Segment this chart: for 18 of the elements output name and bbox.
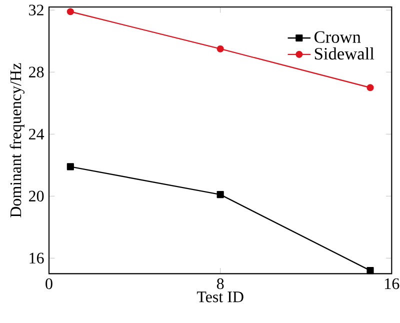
- point: [66, 8, 74, 16]
- x-tick-label: 16: [385, 278, 400, 290]
- point: [366, 267, 374, 274]
- y-tick-label: 24: [29, 128, 44, 140]
- legend-label: Sidewall: [314, 47, 374, 60]
- point: [216, 191, 224, 198]
- point: [366, 84, 374, 92]
- y-tick-label: 28: [29, 66, 44, 78]
- y-tick-label: 32: [29, 4, 44, 16]
- point: [216, 45, 224, 52]
- x-axis-title: Test ID: [196, 292, 244, 302]
- x-tick-label: 8: [216, 278, 224, 290]
- y-axis-title: Dominant frequency/Hz: [10, 63, 24, 218]
- x-tick-label: 0: [46, 278, 52, 290]
- point: [66, 163, 74, 170]
- y-tick-label: 16: [30, 252, 44, 264]
- y-tick-label: 20: [29, 190, 44, 202]
- legend-label: Crown: [314, 31, 361, 43]
